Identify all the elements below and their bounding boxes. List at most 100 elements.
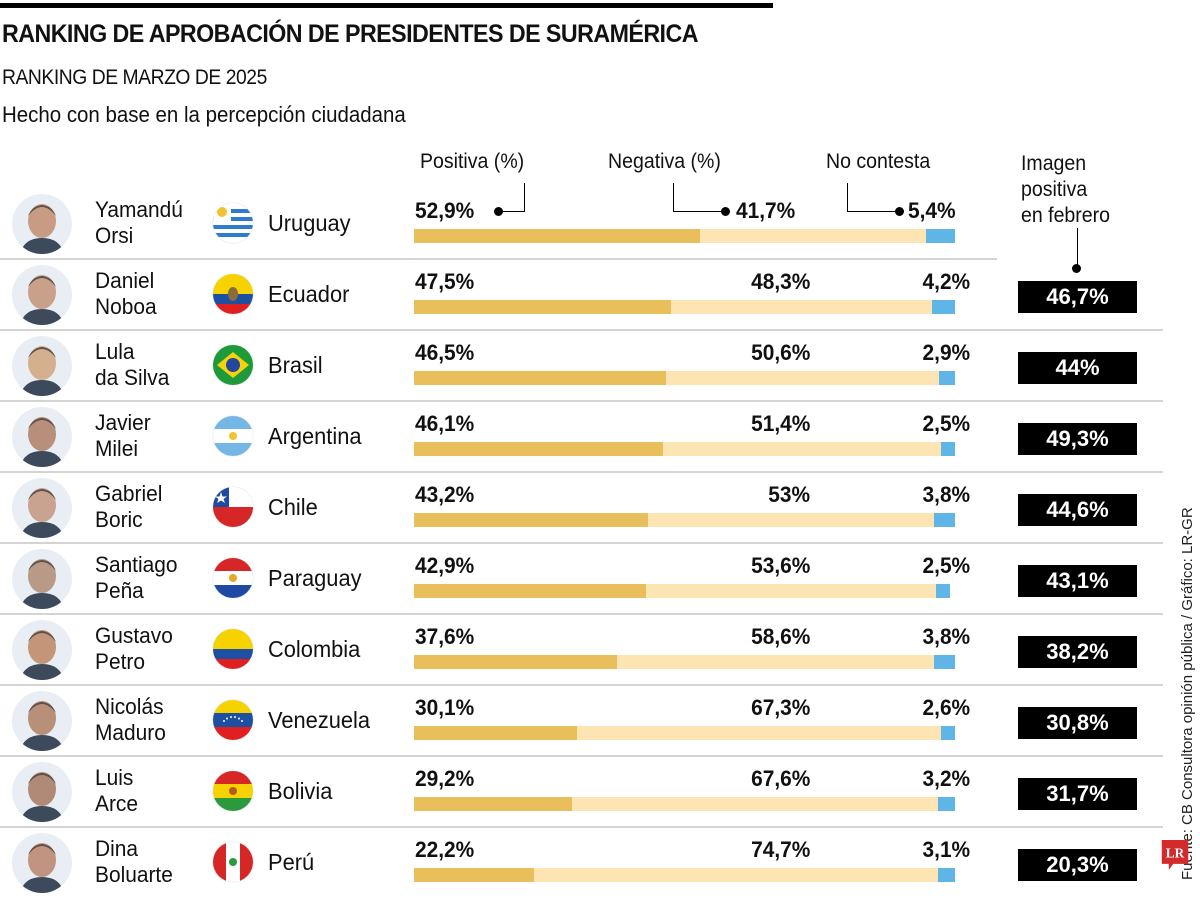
bar-no-answer: [937, 797, 955, 811]
row-separator: [0, 755, 1163, 757]
country-name: Bolivia: [268, 778, 333, 804]
leader-positive-vertical: [524, 183, 525, 211]
president-photo: [12, 620, 72, 680]
president-name-line: Daniel: [95, 268, 155, 293]
positive-value-label: 52,9%: [415, 198, 475, 223]
chart-title: RANKING DE APROBACIÓN DE PRESIDENTES DE …: [2, 20, 698, 48]
positive-value-label: 46,5%: [415, 340, 475, 365]
country-name: Brasil: [268, 352, 323, 378]
positive-value-label: 42,9%: [415, 553, 475, 578]
positive-value-label: 37,6%: [415, 624, 475, 649]
president-name-line: Maduro: [95, 720, 166, 745]
positive-value-label: 30,1%: [415, 695, 475, 720]
president-name: Daniel Noboa: [95, 268, 157, 320]
president-name-line: Yamandú: [95, 197, 183, 222]
leader-negative-dot: [721, 207, 730, 216]
president-row: Dina Boluarte Perú 22,2% 74,7% 3,1% 20,3%: [0, 828, 1200, 899]
president-name-line: Noboa: [95, 294, 157, 319]
president-name: Santiago Peña: [95, 552, 178, 604]
bar-negative: [534, 868, 939, 882]
flag-peru-icon: [213, 842, 253, 882]
bar-negative: [646, 584, 937, 598]
negative-value-label: 41,7%: [736, 198, 796, 223]
president-name-line: Orsi: [95, 223, 134, 248]
flag-uruguay-icon: [213, 203, 253, 243]
bar-no-answer: [940, 726, 955, 740]
country-name: Venezuela: [268, 707, 371, 733]
president-name-line: Peña: [95, 578, 144, 603]
president-photo: [12, 194, 72, 254]
president-name-line: Javier: [95, 410, 151, 435]
february-value-box: 44%: [1018, 352, 1137, 384]
no-answer-value-label: 2,5%: [922, 553, 970, 578]
legend-february-line-1: Imagen: [1021, 152, 1087, 175]
president-row: Javier Milei Argentina 46,1% 51,4% 2,5% 49,3%: [0, 402, 1200, 473]
february-value-box: 30,8%: [1018, 707, 1137, 739]
top-rule: [0, 3, 773, 8]
flag-venezuela-icon: [213, 700, 253, 740]
leader-february-dot: [1072, 264, 1081, 273]
bar-no-answer: [941, 442, 955, 456]
bar-positive: [414, 513, 648, 527]
negative-value-label: 74,7%: [750, 837, 810, 862]
president-row: Yamandú Orsi Uruguay 52,9% 41,7% 5,4%: [0, 189, 1200, 260]
flag-colombia-icon: [213, 629, 253, 669]
president-photo: [12, 336, 72, 396]
country-name: Uruguay: [268, 210, 351, 236]
bar-negative: [665, 371, 940, 385]
leader-positive-horizontal: [501, 211, 525, 212]
leader-no-answer-vertical: [847, 183, 848, 211]
lr-logo-icon: LR: [1161, 840, 1189, 870]
legend-february-line-2: positiva: [1021, 178, 1088, 201]
bar-no-answer: [936, 584, 950, 598]
legend-february-line-3: en febrero: [1021, 204, 1111, 227]
president-name: Nicolás Maduro: [95, 694, 166, 746]
row-separator: [0, 613, 1163, 615]
bar-no-answer: [934, 513, 955, 527]
president-photo: [12, 691, 72, 751]
president-name: Dina Boluarte: [95, 836, 173, 888]
chart-description: Hecho con base en la percepción ciudadan…: [2, 102, 406, 127]
president-name-line: Nicolás: [95, 694, 164, 719]
leader-negative-horizontal: [673, 211, 729, 212]
president-photo: [12, 478, 72, 538]
no-answer-value-label: 4,2%: [922, 269, 970, 294]
president-photo: [12, 265, 72, 325]
president-row: Santiago Peña Paraguay 42,9% 53,6% 2,5% 43,1%: [0, 544, 1200, 615]
country-name: Paraguay: [268, 565, 362, 591]
president-name-line: Boric: [95, 507, 143, 532]
country-name: Colombia: [268, 636, 361, 662]
country-name: Perú: [268, 849, 315, 875]
bar-no-answer: [925, 229, 955, 243]
positive-value-label: 46,1%: [415, 411, 475, 436]
president-row: Nicolás Maduro Venezuela 30,1% 67,3% 2,6% 30,8…: [0, 686, 1200, 757]
flag-argentina-icon: [213, 416, 253, 456]
president-photo: [12, 407, 72, 467]
february-value-box: 43,1%: [1018, 565, 1137, 597]
president-name-line: Dina: [95, 836, 138, 861]
legend-positive: Positiva (%): [420, 150, 525, 173]
row-separator: [0, 329, 1163, 331]
february-value-box: 46,7%: [1018, 281, 1137, 313]
bar-negative: [670, 300, 933, 314]
negative-value-label: 51,4%: [750, 411, 810, 436]
president-photo: [12, 833, 72, 893]
bar-positive: [414, 584, 647, 598]
president-name: Lula da Silva: [95, 339, 169, 391]
negative-value-label: 50,6%: [750, 340, 810, 365]
negative-value-label: 53,6%: [750, 553, 810, 578]
bar-negative: [663, 442, 942, 456]
leader-no-answer-dot: [895, 207, 904, 216]
bar-positive: [414, 797, 572, 811]
negative-value-label: 53%: [768, 482, 810, 507]
president-name: Javier Milei: [95, 410, 151, 462]
flag-brasil-icon: [213, 345, 253, 385]
country-name: Chile: [268, 494, 318, 520]
bar-positive: [414, 229, 701, 243]
positive-value-label: 22,2%: [415, 837, 475, 862]
bar-positive: [414, 442, 664, 456]
february-value-box: 20,3%: [1018, 849, 1137, 881]
president-name-line: Petro: [95, 649, 145, 674]
bar-negative: [647, 513, 935, 527]
svg-text:LR: LR: [1166, 846, 1185, 861]
